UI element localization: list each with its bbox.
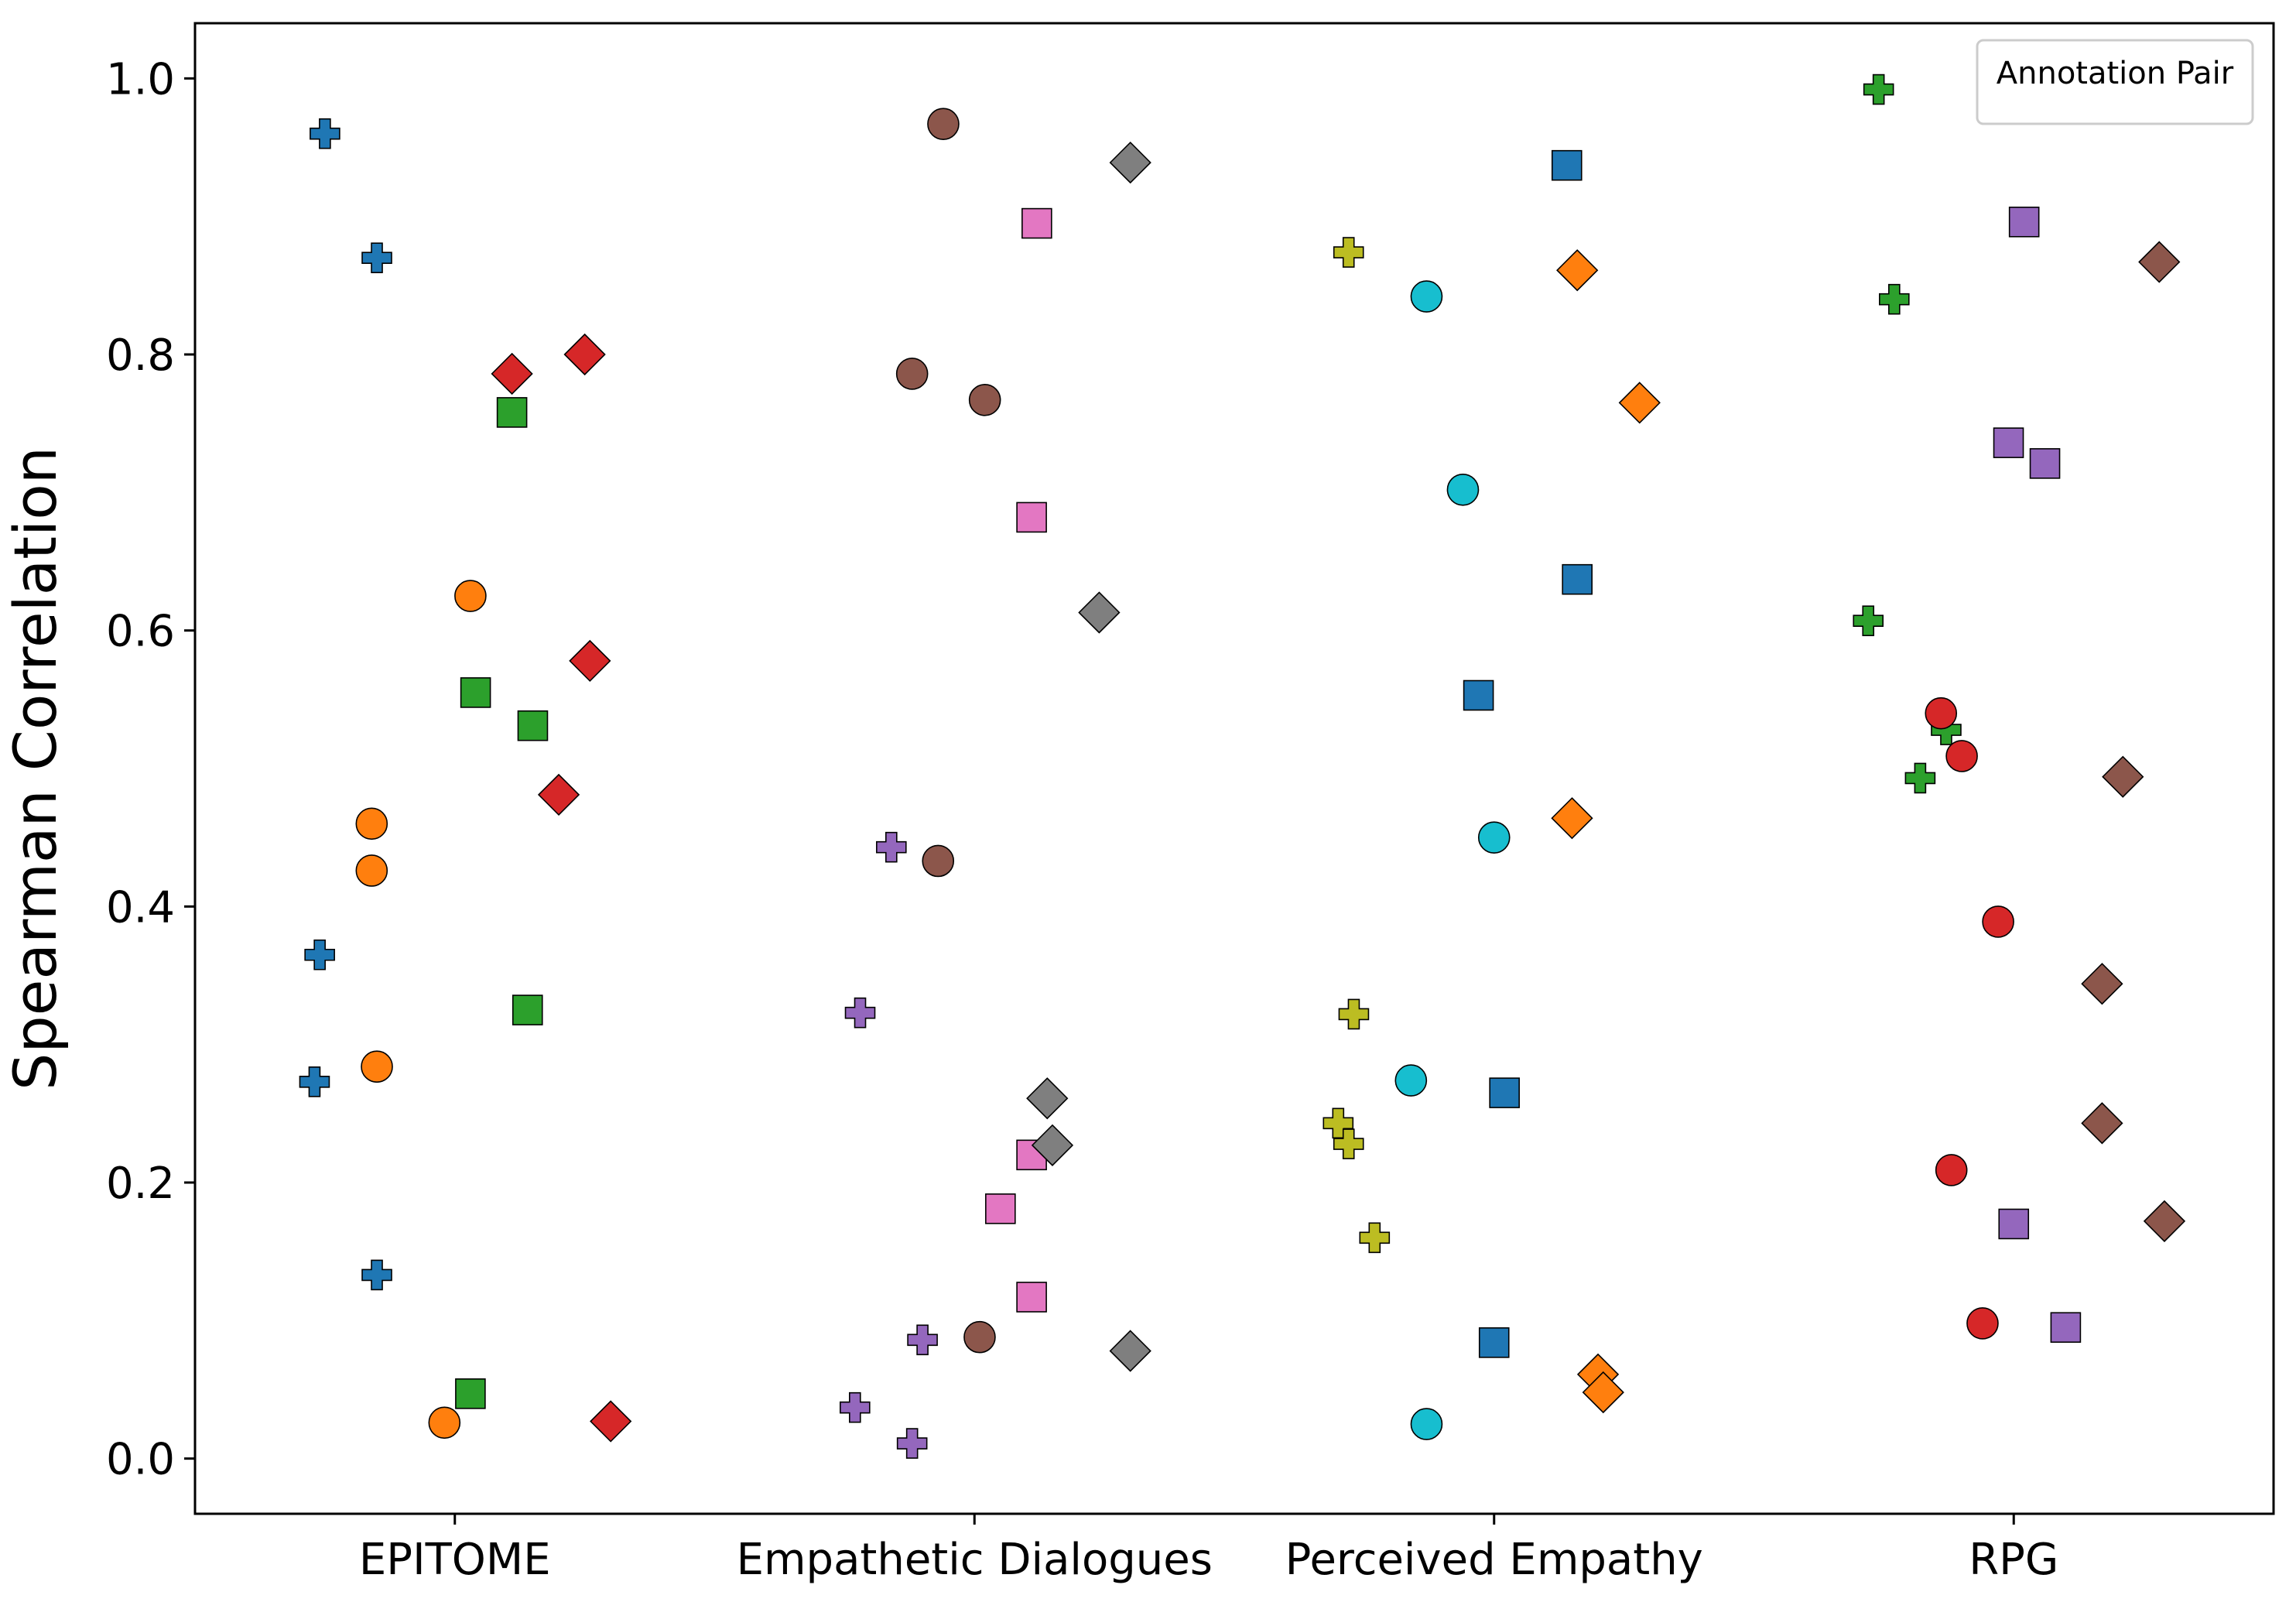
square-point — [460, 677, 491, 708]
square-point — [1016, 1282, 1047, 1313]
circle-point — [355, 807, 388, 840]
diamond-point — [491, 352, 533, 395]
circle-point — [1982, 905, 2014, 938]
data-points — [299, 74, 2186, 1459]
circle-point — [355, 854, 388, 887]
circle-point — [963, 1320, 996, 1354]
circle-point — [927, 108, 960, 140]
diamond-point — [569, 639, 611, 683]
plus-point — [361, 1259, 392, 1291]
circle-point — [895, 358, 929, 390]
legend: Annotation Pair — [1976, 39, 2254, 125]
square-point — [1021, 207, 1052, 239]
plus-point — [1879, 283, 1910, 315]
diamond-point — [590, 1400, 632, 1443]
y-tick-label: 0.8 — [106, 330, 175, 381]
circle-point — [361, 1050, 393, 1083]
plus-point — [876, 831, 907, 863]
x-tick-label: Perceived Empathy — [1285, 1535, 1703, 1585]
y-tick-label: 0.0 — [106, 1435, 175, 1485]
x-tick-label: Empathetic Dialogues — [737, 1535, 1213, 1585]
plus-point — [896, 1428, 928, 1459]
plus-point — [1359, 1222, 1391, 1254]
circle-point — [1410, 1408, 1443, 1440]
square-point — [1016, 501, 1047, 533]
plus-point — [1904, 762, 1936, 794]
y-tick-label: 0.2 — [106, 1159, 175, 1209]
plus-point — [1333, 1128, 1364, 1159]
x-tick-label: RPG — [1969, 1535, 2058, 1585]
diamond-point — [1556, 249, 1599, 292]
square-point — [1993, 427, 2024, 458]
diamond-point — [1582, 1371, 1624, 1414]
square-point — [512, 994, 543, 1025]
diamond-point — [1618, 382, 1661, 424]
diamond-point — [1109, 141, 1151, 184]
square-point — [2029, 448, 2061, 479]
square-point — [1998, 1208, 2030, 1240]
y-axis-label: Spearman Correlation — [1, 447, 70, 1090]
plus-point — [1338, 998, 1370, 1030]
plus-point — [840, 1391, 871, 1423]
circle-point — [1945, 740, 1978, 772]
square-point — [496, 397, 528, 428]
diamond-point — [537, 773, 580, 816]
diamond-point — [2081, 963, 2123, 1005]
circle-point — [1477, 821, 1511, 854]
circle-point — [1394, 1064, 1428, 1097]
plus-point — [1853, 605, 1884, 636]
square-point — [2050, 1312, 2082, 1344]
diamond-point — [1026, 1077, 1069, 1120]
diamond-point — [2081, 1102, 2123, 1145]
diamond-point — [2102, 755, 2144, 798]
circle-point — [428, 1406, 461, 1439]
y-axis-ticks: 0.0 0.2 0.4 0.6 0.8 1.0 — [106, 54, 195, 1485]
square-point — [455, 1378, 486, 1409]
plus-point — [907, 1324, 938, 1356]
square-point — [1489, 1077, 1520, 1108]
circle-point — [1966, 1307, 1999, 1340]
circle-point — [1925, 697, 1958, 730]
plus-point — [304, 939, 335, 970]
square-point — [1551, 149, 1583, 181]
plus-point — [1333, 237, 1364, 268]
square-point — [1562, 563, 1593, 595]
plot-background — [195, 23, 2274, 1514]
diamond-point — [1551, 797, 1593, 840]
circle-point — [968, 384, 1001, 416]
plus-point — [361, 242, 392, 273]
square-point — [1463, 679, 1494, 711]
plus-point — [299, 1066, 330, 1097]
circle-point — [922, 844, 955, 878]
x-axis-ticks: EPITOME Empathetic Dialogues Perceived Emp… — [359, 1514, 2058, 1585]
square-point — [1478, 1327, 1510, 1358]
x-tick-label: EPITOME — [359, 1535, 551, 1585]
diamond-point — [563, 333, 606, 376]
legend-title: Annotation Pair — [1997, 56, 2234, 91]
diamond-point — [1109, 1330, 1151, 1372]
legend-box — [1976, 39, 2254, 125]
diamond-point — [2138, 241, 2181, 283]
circle-point — [1410, 280, 1443, 313]
plot-frame — [193, 22, 2275, 1515]
plus-point — [310, 118, 340, 149]
circle-point — [454, 580, 487, 612]
plus-point — [1863, 74, 1894, 105]
square-point — [985, 1193, 1016, 1224]
square-point — [517, 710, 549, 741]
square-point — [2008, 206, 2040, 238]
plus-point — [844, 997, 876, 1029]
y-tick-label: 0.6 — [106, 607, 175, 657]
diamond-point — [1078, 591, 1121, 634]
circle-point — [1446, 473, 1480, 506]
y-tick-label: 0.4 — [106, 882, 175, 933]
y-tick-label: 1.0 — [106, 54, 175, 104]
circle-point — [1935, 1154, 1968, 1186]
diamond-point — [2143, 1200, 2186, 1243]
diamond-point — [1031, 1124, 1074, 1166]
